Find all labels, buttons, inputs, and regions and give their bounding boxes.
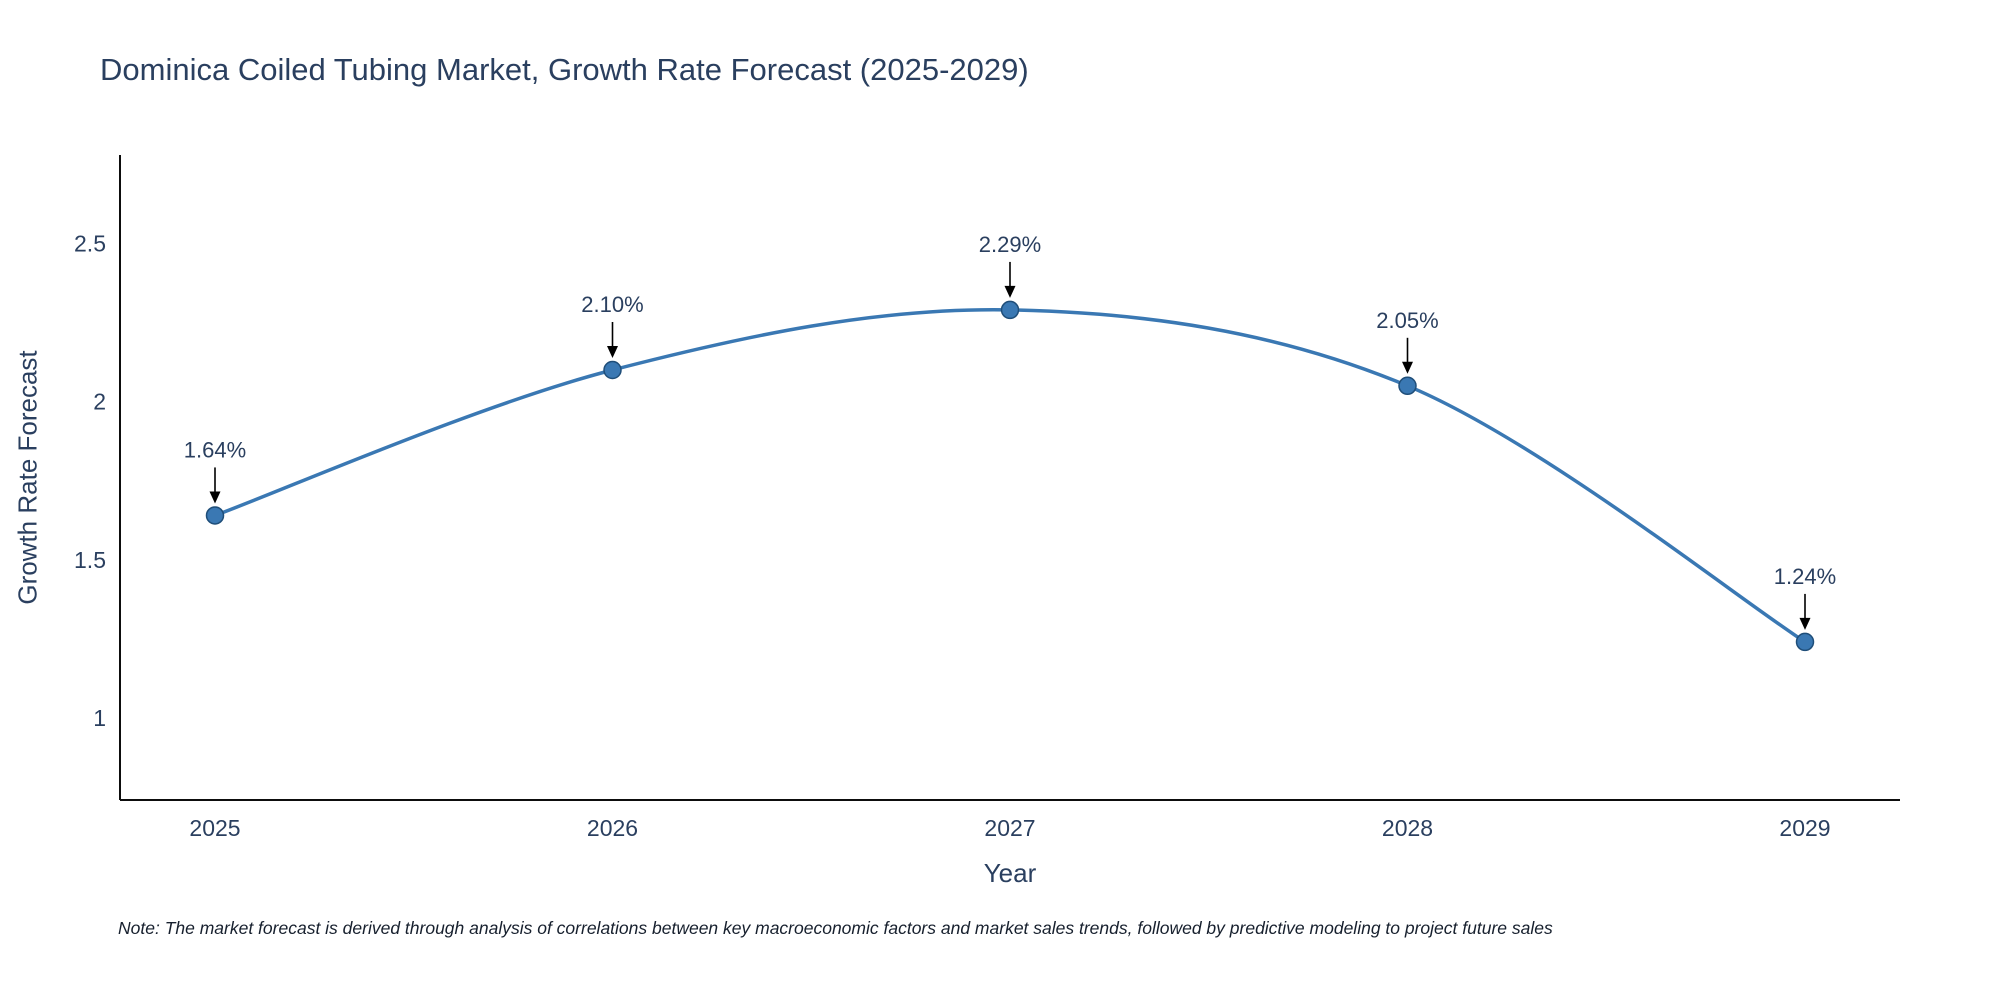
data-point-marker [1000,300,1020,320]
annotation-arrowhead-icon [1004,285,1016,298]
data-point-marker [1398,376,1417,396]
chart-title: Dominica Coiled Tubing Market, Growth Ra… [100,52,1029,87]
x-tick-label: 2026 [587,815,638,841]
point-value-label: 1.64% [184,437,246,462]
x-axis-title: Year [983,858,1037,888]
annotation-arrowhead-icon [1799,617,1811,630]
point-value-label: 2.05% [1376,308,1438,333]
y-tick-label: 1.5 [74,547,106,573]
point-value-label: 2.29% [979,232,1041,257]
annotation-arrowhead-icon [209,491,221,504]
y-tick-label: 2.5 [74,231,106,257]
x-tick-label: 2028 [1382,815,1433,841]
y-axis-title: Growth Rate Forecast [12,350,43,605]
forecast-line [214,308,1806,644]
point-value-label: 2.10% [581,292,643,317]
y-tick-label: 2 [93,389,106,415]
data-point-marker [205,506,225,525]
x-tick-label: 2029 [1779,815,1830,841]
footnote: Note: The market forecast is derived thr… [118,918,1553,938]
annotation-arrowhead-icon [1402,361,1413,374]
point-value-label: 1.24% [1774,564,1836,589]
x-tick-label: 2025 [189,815,240,841]
annotation-arrowhead-icon [607,346,618,358]
x-tick-label: 2027 [984,815,1035,841]
data-point-marker [603,360,622,380]
data-point-marker [1795,632,1815,652]
y-tick-label: 1 [93,705,106,731]
